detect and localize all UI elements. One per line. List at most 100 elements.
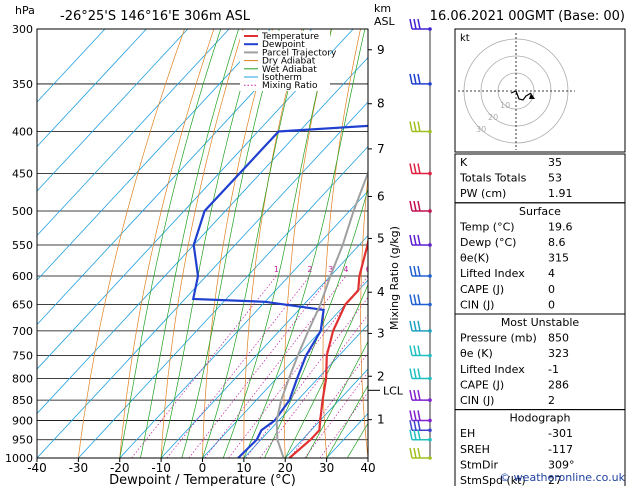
hodograph-unit-label: kt xyxy=(460,33,470,44)
km-tick-label: 3 xyxy=(377,326,385,340)
temperature-tick-label: 30 xyxy=(319,461,334,475)
wet-adiabat-line xyxy=(264,187,368,458)
pressure-tick-label: 750 xyxy=(12,349,33,362)
wind-barb-flag xyxy=(409,265,413,277)
wind-barb-flag xyxy=(417,410,421,421)
wind-barb-flag xyxy=(417,320,421,332)
pressure-tick-label: 850 xyxy=(12,394,33,407)
wind-barb-flag xyxy=(413,73,417,85)
index-label: PW (cm) xyxy=(460,187,506,200)
y-axis-label: hPa xyxy=(15,4,35,17)
km-tick-label: 9 xyxy=(377,43,385,57)
wind-barb-dot xyxy=(428,376,432,381)
legend-label: Wet Adiabat xyxy=(262,65,317,75)
wind-barb-flag xyxy=(417,368,421,379)
wind-barb-dot xyxy=(428,353,432,358)
profile-parcel-trajectory xyxy=(275,169,368,458)
hodograph-trace-low xyxy=(510,90,517,94)
wet-adiabat-line xyxy=(140,29,239,458)
copyright-footer: © weatheronline.co.uk xyxy=(499,471,625,484)
wind-barb-flag xyxy=(409,18,413,30)
pressure-tick-label: 650 xyxy=(12,299,33,312)
mixing-ratio-line xyxy=(188,275,331,458)
indices-row-value: -117 xyxy=(548,443,573,456)
wind-barb-flag xyxy=(417,265,421,277)
mixing-ratio-line xyxy=(304,371,368,458)
legend-label: Mixing Ratio xyxy=(262,81,318,91)
isotherm-line xyxy=(37,29,106,103)
wet-adiabat-line xyxy=(160,29,259,458)
temperature-tick-label: 40 xyxy=(360,461,375,475)
wind-barb-flag xyxy=(409,368,413,379)
indices-row-label: Dewp (°C) xyxy=(460,236,516,249)
datetime-title: 16.06.2021 00GMT (Base: 00) xyxy=(430,9,625,24)
indices-row-value: 323 xyxy=(548,347,569,360)
wet-adiabat-line xyxy=(119,29,222,458)
mixing-ratio-line xyxy=(228,275,368,458)
wind-barb-flag xyxy=(409,200,413,212)
indices-row-value: 8.6 xyxy=(548,236,566,249)
pressure-tick-label: 1000 xyxy=(5,452,33,465)
wind-barb-flag xyxy=(409,429,413,440)
index-label: K xyxy=(460,156,468,169)
temperature-tick-label: -40 xyxy=(27,461,47,475)
temperature-tick-label: 10 xyxy=(236,461,251,475)
mixing-ratio-label: 1 xyxy=(274,265,279,274)
wind-barb-dot xyxy=(428,171,432,176)
indices-row-value: -1 xyxy=(548,363,559,376)
hodograph-ring-label: 30 xyxy=(476,125,486,134)
wind-barb-flag xyxy=(417,294,421,305)
indices-section-title: Hodograph xyxy=(510,412,571,425)
wind-barb-flag xyxy=(417,345,421,356)
dry-adiabat-line xyxy=(360,173,368,458)
isotherm-line xyxy=(37,29,271,281)
km-tick-label: 5 xyxy=(377,231,385,245)
wind-barb-flag xyxy=(417,389,421,401)
indices-row-value: -301 xyxy=(548,427,573,440)
isotherm-line xyxy=(37,29,147,148)
indices-row-label: CIN (J) xyxy=(460,298,494,311)
indices-section-title: Most Unstable xyxy=(501,316,580,329)
index-value: 35 xyxy=(548,156,562,169)
indices-row-value: 315 xyxy=(548,252,569,265)
indices-section-box xyxy=(454,409,626,486)
profile-temperature xyxy=(288,236,368,458)
wind-barb-flag xyxy=(413,234,417,246)
isotherm-line xyxy=(37,29,313,326)
isotherm-line xyxy=(284,368,368,458)
storm-motion-arrow xyxy=(529,93,535,99)
indices-row-label: CAPE (J) xyxy=(460,378,504,391)
wind-barb-flag xyxy=(409,121,413,132)
indices-row-value: 19.6 xyxy=(548,220,573,233)
indices-row-value: 27 xyxy=(548,474,562,486)
wind-barb-dot xyxy=(428,456,432,460)
pressure-tick-label: 900 xyxy=(12,414,33,427)
km-tick-label: 1 xyxy=(377,413,385,427)
indices-row-label: Lifted Index xyxy=(460,267,525,280)
indices-row-label: θe(K) xyxy=(460,252,489,265)
legend-label: Dry Adiabat xyxy=(262,57,316,67)
pressure-tick-label: 450 xyxy=(12,167,33,180)
dry-adiabat-line xyxy=(202,29,273,458)
wind-barb-flag xyxy=(413,447,417,459)
km-tick-label: 4 xyxy=(377,285,385,299)
wind-barb-flag xyxy=(409,410,413,421)
pressure-tick-label: 500 xyxy=(12,205,33,218)
wind-barb-flag xyxy=(417,429,421,440)
isotherm-line xyxy=(37,29,189,192)
pressure-tick-label: 950 xyxy=(12,434,33,447)
wind-barb-flag xyxy=(409,447,413,459)
profile-dewpoint xyxy=(191,124,368,458)
wind-barb-flag xyxy=(417,420,421,431)
isotherm-line xyxy=(37,57,368,415)
mixing-ratio-line xyxy=(319,391,368,458)
pressure-tick-label: 550 xyxy=(12,239,33,252)
indices-row-label: Pressure (mb) xyxy=(460,332,537,345)
pressure-tick-label: 300 xyxy=(12,23,33,36)
wind-barb-flag xyxy=(409,294,413,305)
wind-barb-flag xyxy=(409,163,413,174)
wind-barb-flag xyxy=(413,294,417,305)
wind-barb-flag xyxy=(413,265,417,277)
isotherm-line xyxy=(37,29,354,370)
mixing-ratio-line xyxy=(131,275,277,458)
